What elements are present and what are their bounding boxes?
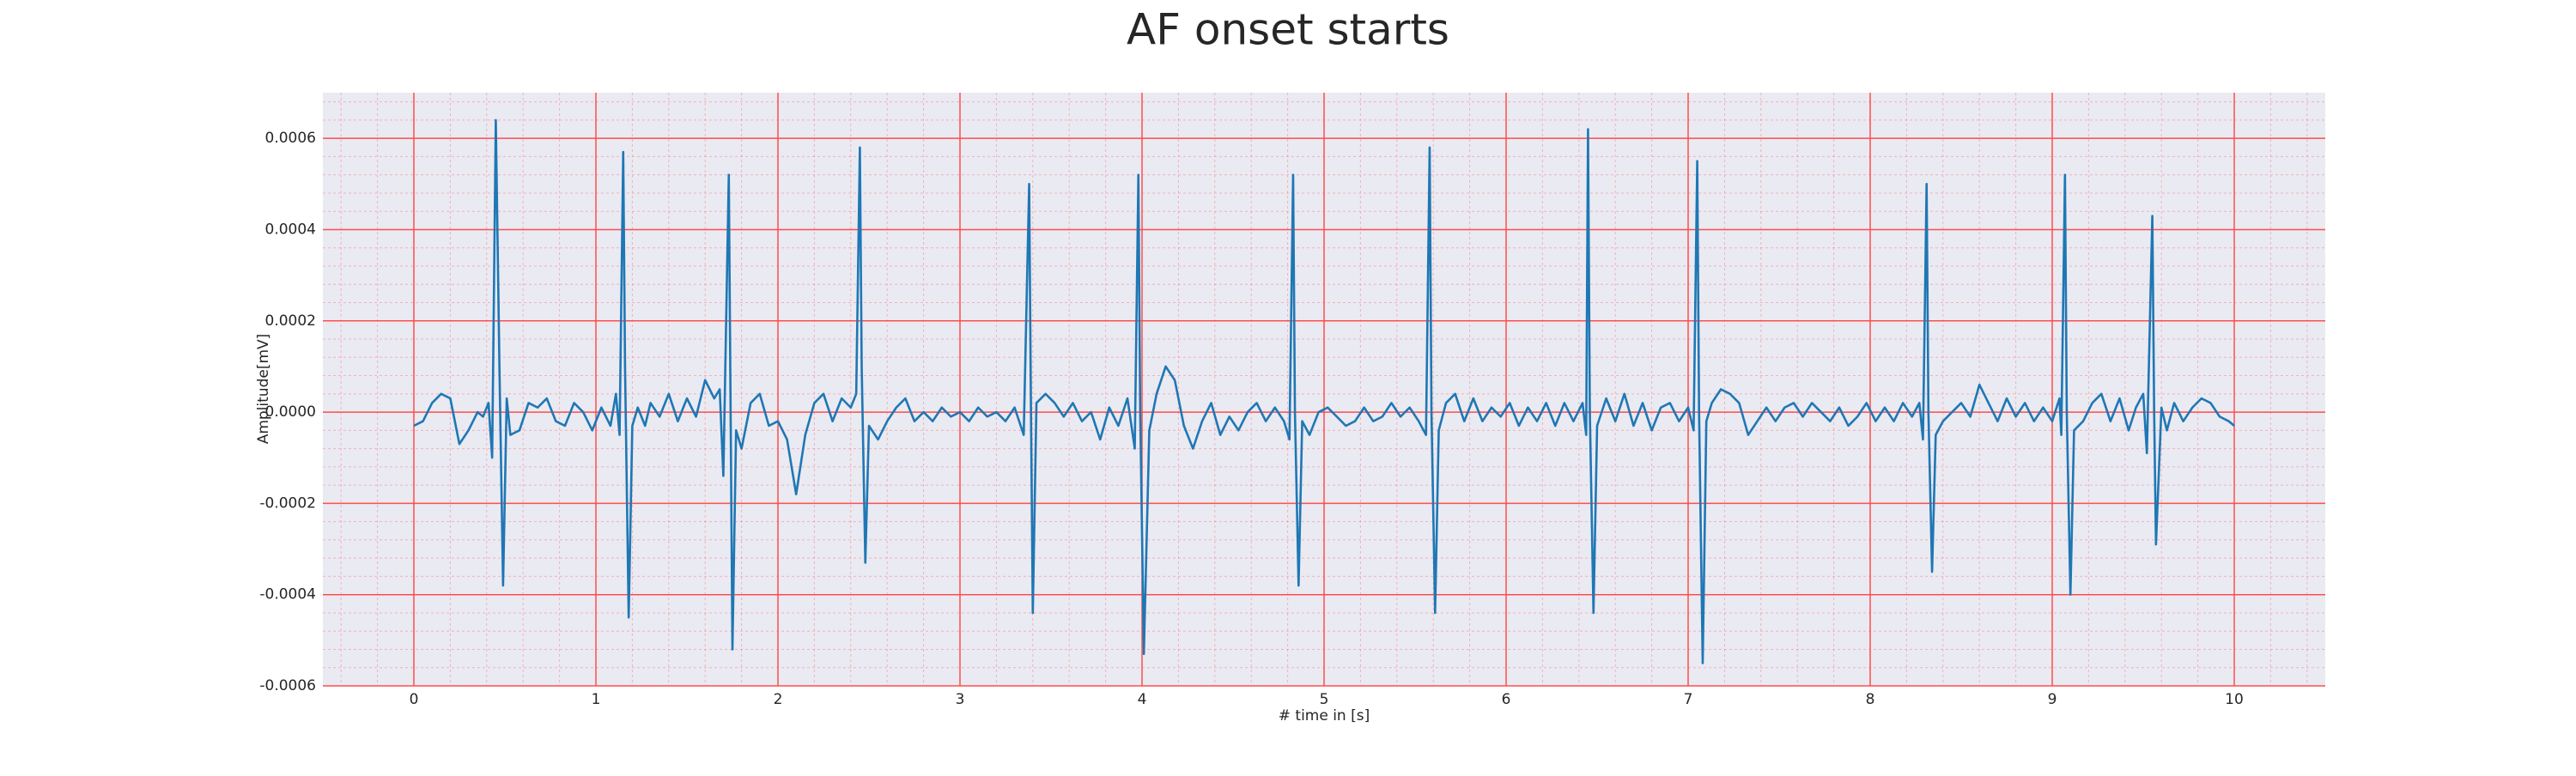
y-tick-label: 0.0002 [265,312,316,330]
y-axis-label: Amplitude[mV] [255,334,272,445]
grid [323,93,2325,687]
chart-title: AF onset starts [1127,5,1449,55]
marks [413,118,2235,664]
x-tick-label: 0 [410,691,419,708]
y-tick-label: -0.0002 [259,494,316,512]
x-tick-label: 3 [956,691,965,708]
x-tick-label: 7 [1684,691,1693,708]
x-tick-label: 6 [1502,691,1511,708]
y-tick-label: 0.0006 [265,130,316,147]
x-tick-label: 9 [2048,691,2057,708]
y-tick-label: -0.0006 [259,677,316,694]
labels: 0 1 2 3 4 5 6 7 8 9 10 -0.0006 -0.0004 -0.0002 0.0000 0… [259,130,2243,708]
x-axis-label: # time in [s] [1279,707,1370,724]
x-tick-label: 8 [1866,691,1875,708]
x-tick-label: 1 [592,691,601,708]
x-tick-label: 5 [1320,691,1329,708]
y-tick-label: 0.0004 [265,221,316,238]
x-tick-label: 2 [774,691,783,708]
y-tick-label: -0.0004 [259,586,316,603]
x-tick-label: 4 [1138,691,1147,708]
ecg-line [413,118,2235,664]
y-tick-label: 0.0000 [265,403,316,421]
x-tick-label: 10 [2225,691,2244,708]
